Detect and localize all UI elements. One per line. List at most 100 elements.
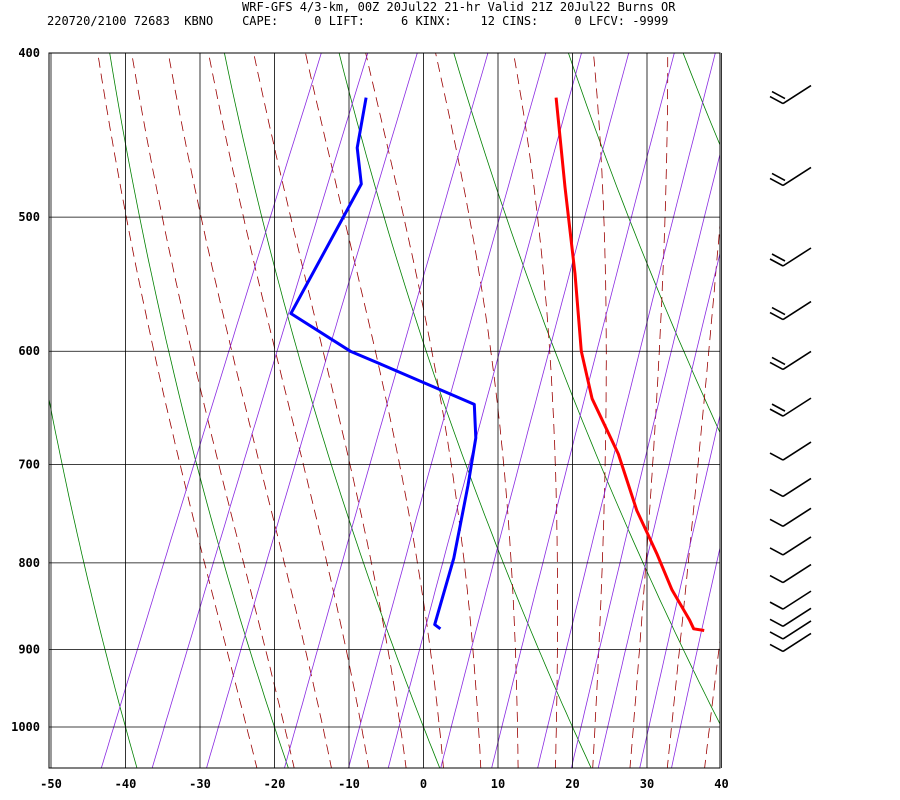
- wind-barb-flag: [769, 95, 784, 105]
- moist-adiabat: [253, 53, 407, 768]
- x-tick-label: -50: [40, 777, 62, 791]
- x-tick-label: 30: [640, 777, 654, 791]
- wind-barb-flag: [769, 518, 784, 527]
- wind-barb-staff: [782, 632, 812, 653]
- wind-barb: [769, 247, 812, 267]
- wind-barb-staff: [782, 397, 812, 417]
- wind-barb-flag: [769, 177, 784, 187]
- y-tick-label: 500: [18, 210, 40, 224]
- wind-barb: [769, 166, 812, 187]
- wind-barb: [769, 350, 812, 371]
- x-tick-label: 0: [420, 777, 427, 791]
- wind-barb-flag: [769, 643, 784, 653]
- wind-barb: [769, 590, 812, 610]
- y-axis-ticks: 400 500 600 700 800 900 1000: [11, 46, 40, 734]
- dry-adiabat: [567, 53, 720, 434]
- x-tick-label: 10: [491, 777, 505, 791]
- dry-adiabat: [895, 15, 900, 770]
- wind-barb-staff: [782, 590, 812, 610]
- wind-barb: [769, 84, 812, 105]
- wind-barb-flag: [769, 452, 784, 461]
- x-tick-label: 20: [565, 777, 579, 791]
- dry-adiabat: [782, 15, 900, 770]
- wind-barb-staff: [782, 300, 812, 321]
- moist-adiabat: [365, 53, 482, 768]
- mixing-ratio-line: [571, 152, 720, 768]
- wind-barb-staff: [782, 350, 812, 371]
- wind-barb-staff: [782, 441, 812, 461]
- wind-barb-flag: [771, 356, 786, 366]
- wind-barb-staff: [782, 563, 812, 584]
- x-tick-label: -10: [338, 777, 360, 791]
- dry-adiabat: [109, 53, 289, 768]
- wind-barb-flag: [771, 306, 786, 316]
- wind-barb-staff: [782, 84, 812, 105]
- chart-title: WRF-GFS 4/3-km, 00Z 20Jul22 21-hr Valid …: [242, 0, 676, 14]
- wind-barb: [769, 441, 812, 461]
- mixing-ratio-line: [387, 53, 582, 768]
- wind-barb-staff: [782, 607, 812, 627]
- wind-barb: [769, 536, 812, 556]
- mixing-ratio-line: [151, 53, 369, 768]
- dewpoint-trace: [289, 97, 478, 631]
- wind-barb-flag: [771, 172, 786, 182]
- mixing-ratio-line: [537, 53, 716, 768]
- wind-barb-flag: [769, 361, 784, 371]
- wind-barb: [769, 620, 812, 640]
- wind-barb: [769, 300, 812, 321]
- wind-barb: [769, 507, 812, 527]
- moist-adiabat: [435, 53, 519, 768]
- y-tick-label: 1000: [11, 720, 40, 734]
- moist-adiabat: [305, 53, 444, 768]
- moist-adiabat: [167, 53, 332, 768]
- moist-adiabat: [208, 53, 370, 768]
- wind-barb-flag: [769, 618, 784, 628]
- wind-barb-staff: [782, 477, 812, 498]
- sounding-traces: [289, 97, 705, 632]
- wind-barbs: [769, 84, 812, 653]
- wind-barb-staff: [782, 247, 812, 267]
- wind-barb-flag: [769, 488, 784, 498]
- background-lines: [49, 15, 900, 770]
- y-tick-label: 900: [18, 642, 40, 656]
- wind-barb-staff: [782, 620, 812, 640]
- dry-adiabat: [49, 397, 138, 768]
- wind-barb-flag: [769, 601, 784, 610]
- y-tick-label: 800: [18, 556, 40, 570]
- mixing-ratio-line: [671, 545, 720, 768]
- plot-frame: [48, 52, 721, 769]
- mixing-ratio-line: [491, 53, 675, 768]
- wind-barb-flag: [771, 403, 786, 412]
- wind-barb-flag: [771, 253, 786, 262]
- moist-adiabat: [704, 637, 720, 768]
- wind-barb-flag: [769, 311, 784, 321]
- wind-barb-staff: [782, 507, 812, 527]
- wind-barb: [769, 563, 812, 584]
- moist-adiabat: [97, 53, 258, 768]
- moist-adiabat: [666, 219, 720, 768]
- x-tick-label: -20: [264, 777, 286, 791]
- x-axis-ticks: -50 -40 -30 -20 -10 0 10 20 30 40: [40, 777, 729, 791]
- dry-adiabat: [453, 53, 720, 725]
- wind-barb: [769, 632, 812, 653]
- moist-adiabat: [592, 53, 607, 768]
- wind-barb-flag: [771, 90, 786, 100]
- x-tick-label: 40: [714, 777, 728, 791]
- y-tick-label: 700: [18, 458, 40, 472]
- x-tick-label: -40: [115, 777, 137, 791]
- y-tick-label: 600: [18, 344, 40, 358]
- dry-adiabat: [338, 53, 592, 768]
- wind-barb-flag: [769, 547, 784, 556]
- mixing-ratio-line: [100, 53, 322, 768]
- mixing-ratio-line: [639, 413, 720, 768]
- plot-area: [49, 53, 720, 768]
- x-tick-label: -30: [189, 777, 211, 791]
- moist-adiabat: [629, 53, 669, 768]
- dry-adiabat: [223, 53, 441, 768]
- mixing-ratio-line: [440, 53, 630, 768]
- wind-barb: [769, 397, 812, 417]
- y-tick-label: 400: [18, 46, 40, 60]
- wind-barb-flag: [769, 408, 784, 417]
- mixing-ratio-line: [348, 53, 547, 768]
